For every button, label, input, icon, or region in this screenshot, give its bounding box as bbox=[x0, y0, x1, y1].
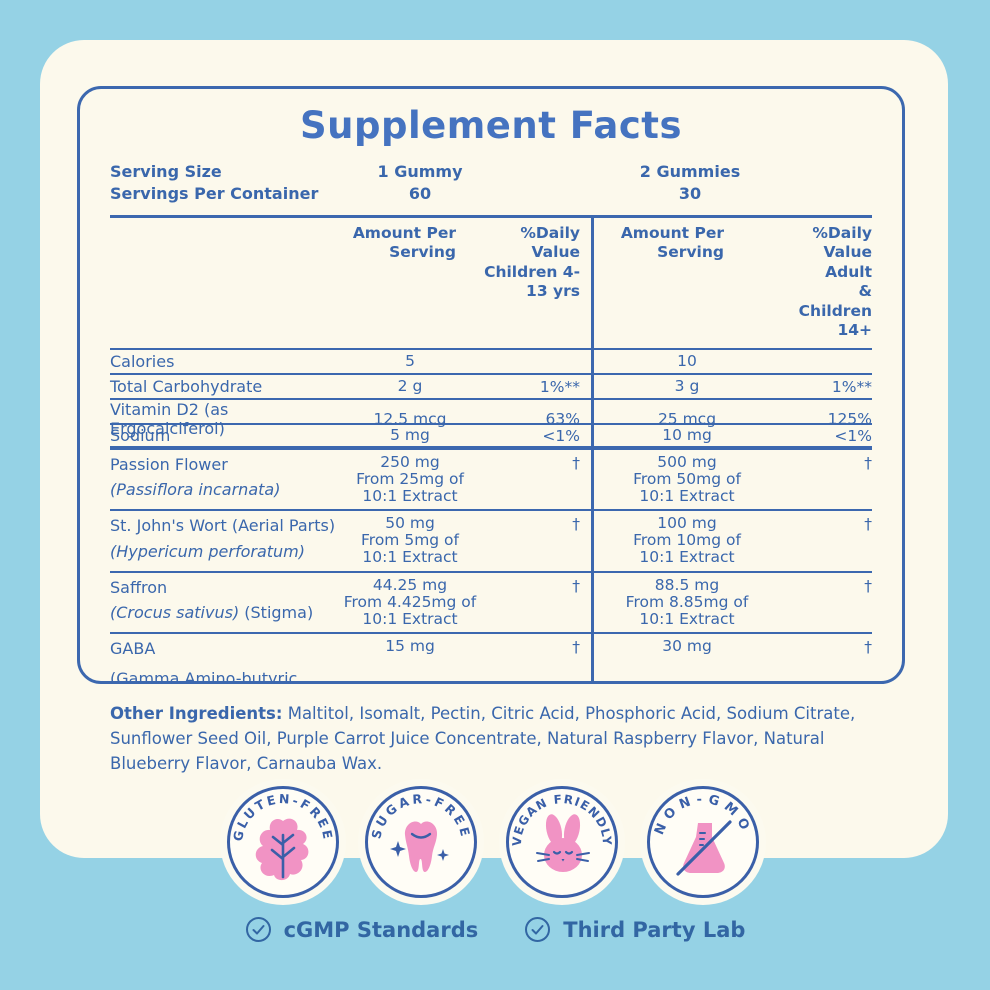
servings-per-container-col1: 60 bbox=[408, 184, 432, 203]
row-dv-2: † bbox=[864, 515, 872, 534]
certification-label: cGMP Standards bbox=[283, 917, 479, 942]
certification-cgmp: cGMP Standards bbox=[245, 916, 479, 943]
row-amount-1: 5 bbox=[405, 352, 415, 371]
row-dv-1: † bbox=[572, 576, 580, 595]
table-row-st-johns-wort: St. John's Wort (Aerial Parts) (Hypericu… bbox=[110, 511, 872, 573]
row-dv-2: † bbox=[864, 576, 872, 595]
row-amount-1: 44.25 mg From 4.425mg of 10:1 Extract bbox=[343, 575, 477, 628]
leaf-icon bbox=[255, 818, 309, 881]
other-ingredients-label: Other Ingredients: bbox=[110, 704, 283, 723]
row-name-latin: (Crocus sativus) (Stigma) bbox=[110, 603, 340, 622]
column-divider bbox=[591, 218, 594, 681]
row-dv-2: † bbox=[864, 637, 872, 656]
row-amount-1: 2 g bbox=[397, 377, 423, 396]
row-amount-2: 30 mg bbox=[662, 636, 712, 655]
header-amount-per-serving-1: Amount Per Serving bbox=[352, 224, 456, 262]
tooth-icon bbox=[390, 821, 449, 872]
row-name-latin: (Hypericum perforatum) bbox=[110, 542, 340, 561]
row-dv-1: † bbox=[572, 454, 580, 473]
check-circle-icon bbox=[245, 917, 271, 942]
latin-name: (Passiflora incarnata) bbox=[110, 480, 281, 500]
row-dv-2: † bbox=[864, 454, 872, 473]
row-name: Passion Flower (Passiflora incarnata) bbox=[110, 453, 340, 499]
row-amount-1: 5 mg bbox=[390, 426, 430, 445]
row-dv-1: 63% bbox=[545, 410, 580, 429]
serving-size-label: Serving Size bbox=[110, 162, 222, 181]
row-dv-2: 1%** bbox=[831, 377, 872, 396]
latin-name-suffix: (Gamma Amino-butyric Acid) bbox=[110, 668, 298, 684]
row-amount-1: 12.5 mcg bbox=[373, 409, 447, 428]
row-amount-2: 25 mcg bbox=[657, 409, 717, 428]
table-row-saffron: Saffron (Crocus sativus) (Stigma) 44.25 … bbox=[110, 573, 872, 634]
latin-name: (Hypericum perforatum) bbox=[110, 541, 305, 561]
row-name-common: St. John's Wort (Aerial Parts) bbox=[110, 516, 336, 536]
row-amount-2: 500 mg From 50mg of 10:1 Extract bbox=[633, 453, 741, 506]
row-amount-2: 10 mg bbox=[662, 426, 712, 445]
servings-per-container-label: Servings Per Container bbox=[110, 184, 319, 203]
row-name-latin: (Passiflora incarnata) bbox=[110, 480, 340, 499]
latin-name: (Crocus sativus) bbox=[110, 602, 240, 622]
table-row-sodium: Sodium 5 mg <1% 10 mg <1% bbox=[110, 425, 872, 451]
badge-non-gmo: NON-GMO bbox=[647, 786, 759, 898]
header-daily-value-adult: %Daily Value Adult & Children 14+ bbox=[798, 224, 872, 339]
row-dv-1: <1% bbox=[542, 426, 580, 445]
table-row-vitamin-d2: Vitamin D2 (as Ergocalciferol) 12.5 mcg … bbox=[110, 400, 872, 438]
table-row-gaba: GABA (Gamma Amino-butyric Acid) 15 mg † … bbox=[110, 634, 872, 684]
row-name: Sodium bbox=[110, 426, 171, 446]
row-dv-1: 1%** bbox=[539, 377, 580, 396]
certification-third-party-lab: Third Party Lab bbox=[524, 916, 745, 943]
other-ingredients: Other Ingredients: Maltitol, Isomalt, Pe… bbox=[110, 702, 892, 776]
header-spacer bbox=[110, 224, 340, 340]
row-name: Calories bbox=[110, 352, 175, 372]
bunny-icon bbox=[536, 814, 590, 872]
row-amount-2: 10 bbox=[677, 352, 697, 371]
row-amount-1: 250 mg From 25mg of 10:1 Extract bbox=[356, 453, 464, 506]
label-card: Supplement Facts Serving Size 1 Gummy 2 … bbox=[40, 40, 948, 858]
row-dv-1: † bbox=[572, 637, 580, 656]
flask-slash-icon bbox=[676, 820, 732, 876]
badge-gluten-free: GLUTEN-FREE bbox=[227, 786, 339, 898]
row-dv-2: 125% bbox=[827, 410, 872, 429]
row-amount-2: 3 g bbox=[674, 377, 700, 396]
certification-label: Third Party Lab bbox=[563, 917, 746, 942]
serving-info: Serving Size 1 Gummy 2 Gummies Servings … bbox=[110, 162, 872, 203]
badge-sugar-free: SUGAR-FREE bbox=[365, 786, 477, 898]
row-name: Vitamin D2 (as Ergocalciferol) bbox=[110, 400, 229, 439]
table-row-total-carbohydrate: Total Carbohydrate 2 g 1%** 3 g 1%** bbox=[110, 375, 872, 401]
supplement-facts-title: Supplement Facts bbox=[299, 104, 682, 147]
table-header-row: Amount Per Serving %Daily Value Children… bbox=[110, 218, 872, 351]
row-name-common: Passion Flower bbox=[110, 455, 228, 475]
certifications-row: cGMP Standards Third Party Lab bbox=[0, 916, 990, 943]
serving-size-col2: 2 Gummies bbox=[639, 162, 741, 181]
row-name: GABA (Gamma Amino-butyric Acid) bbox=[110, 637, 340, 684]
other-ingredients-text: Maltitol, Isomalt, Pectin, Citric Acid, … bbox=[110, 704, 856, 773]
row-amount-1: 15 mg bbox=[385, 636, 435, 655]
row-amount-1: 50 mg From 5mg of 10:1 Extract bbox=[361, 514, 459, 567]
row-name: Saffron (Crocus sativus) (Stigma) bbox=[110, 576, 340, 622]
row-dv-1: † bbox=[572, 515, 580, 534]
row-name-latin: (Gamma Amino-butyric Acid) bbox=[110, 668, 340, 684]
header-daily-value-children: %Daily Value Children 4-13 yrs bbox=[484, 224, 580, 301]
check-circle-icon bbox=[525, 917, 551, 942]
servings-per-container-col2: 30 bbox=[678, 184, 702, 203]
table-row-calories: Calories 5 10 bbox=[110, 350, 872, 376]
row-amount-2: 100 mg From 10mg of 10:1 Extract bbox=[633, 514, 741, 567]
latin-name-suffix: (Stigma) bbox=[239, 602, 314, 622]
table-row-passion-flower: Passion Flower (Passiflora incarnata) 25… bbox=[110, 450, 872, 512]
row-name-common: Saffron bbox=[110, 577, 168, 597]
badge-vegan-friendly: VEGAN FRIENDLY bbox=[506, 786, 618, 898]
serving-size-col1: 1 Gummy bbox=[377, 162, 463, 181]
supplement-facts-panel: Supplement Facts Serving Size 1 Gummy 2 … bbox=[77, 86, 905, 684]
row-name-common: GABA bbox=[110, 638, 156, 658]
facts-table: Amount Per Serving %Daily Value Children… bbox=[110, 215, 872, 684]
row-dv-2: <1% bbox=[834, 426, 872, 445]
row-name: St. John's Wort (Aerial Parts) (Hypericu… bbox=[110, 514, 340, 560]
row-amount-2: 88.5 mg From 8.85mg of 10:1 Extract bbox=[625, 575, 749, 628]
row-name: Total Carbohydrate bbox=[110, 377, 263, 397]
header-amount-per-serving-2: Amount Per Serving bbox=[620, 224, 724, 262]
